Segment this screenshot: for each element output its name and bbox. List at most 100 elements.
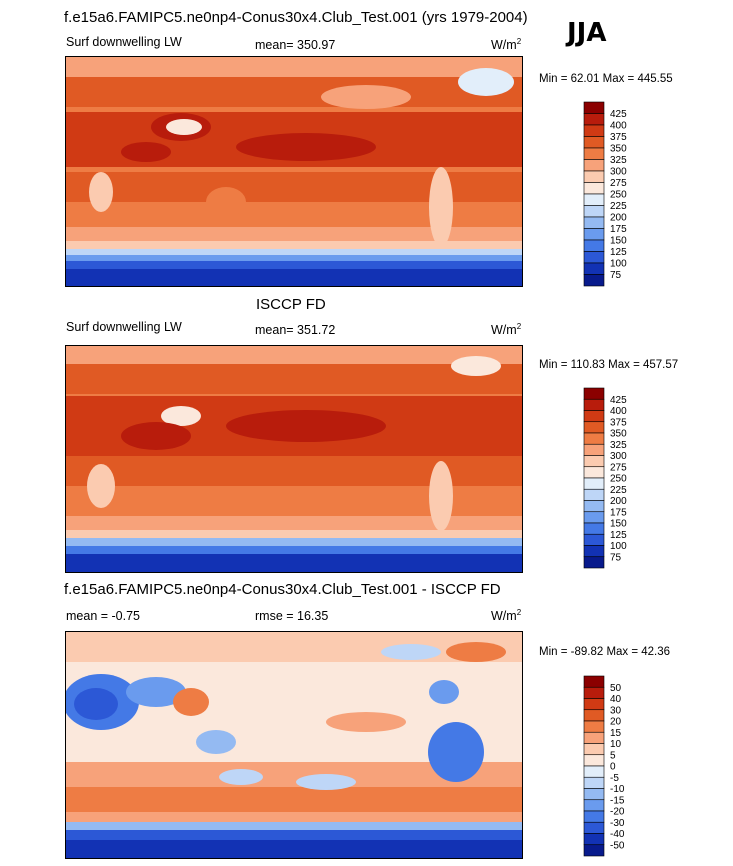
colorbar-swatch <box>583 488 605 501</box>
colorbar-swatch <box>583 410 605 423</box>
colorbar-swatch <box>583 533 605 546</box>
panel-2-colorbar: 425 400 375 350 325 300 275 250 225 200 175 150 125 1… <box>582 387 662 569</box>
colorbar-tick-label: 75 <box>610 270 622 281</box>
colorbar-swatch <box>583 228 605 241</box>
colorbar-swatch <box>583 239 605 252</box>
colorbar-swatch <box>583 101 605 114</box>
panel-1-minmax: Min = 62.01 Max = 445.55 <box>539 73 673 85</box>
panel-2-variable-label: Surf downwelling LW <box>66 320 182 334</box>
panel-3-field <box>66 632 522 858</box>
colorbar-swatch <box>583 511 605 524</box>
colorbar-swatch <box>583 698 605 711</box>
panel-1-title: f.e15a6.FAMIPC5.ne0np4-Conus30x4.Club_Te… <box>64 9 528 26</box>
colorbar-swatch <box>583 844 605 857</box>
colorbar-swatch <box>583 443 605 456</box>
colorbar-swatch <box>583 743 605 756</box>
colorbar-swatch <box>583 477 605 490</box>
colorbar-tick-label: 0 <box>610 762 616 773</box>
colorbar-tick-label: 40 <box>610 694 622 705</box>
colorbar-swatch <box>583 113 605 126</box>
colorbar-swatch <box>583 205 605 218</box>
colorbar-tick-label: -30 <box>610 818 625 829</box>
panel-2-colorbar-svg: 4254003753503253002752502252001751501251… <box>583 387 627 569</box>
colorbar-tick-label: 350 <box>610 429 627 440</box>
colorbar-tick-label: 225 <box>610 485 627 496</box>
colorbar-tick-label: 275 <box>610 462 627 473</box>
panel-3-rmse: rmse = 16.35 <box>255 609 329 623</box>
colorbar-tick-label: -15 <box>610 795 625 806</box>
colorbar-swatch <box>583 216 605 229</box>
panel-2-map <box>65 345 523 573</box>
colorbar-swatch <box>583 810 605 823</box>
panel-1-map <box>65 56 523 287</box>
colorbar-swatch <box>583 274 605 287</box>
colorbar-swatch <box>583 136 605 149</box>
colorbar-swatch <box>583 147 605 160</box>
colorbar-tick-label: -40 <box>610 829 625 840</box>
colorbar-tick-label: 125 <box>610 530 627 541</box>
colorbar-tick-label: -20 <box>610 807 625 818</box>
panel-3-mean: mean = -0.75 <box>66 609 141 623</box>
panel-1-colorbar: 425 400 375 350 325 300 275 250 225 200 175 150 125 1… <box>582 101 662 287</box>
colorbar-swatch <box>583 556 605 569</box>
colorbar-tick-label: 15 <box>610 728 622 739</box>
colorbar-swatch <box>583 193 605 206</box>
colorbar-tick-label: 175 <box>610 507 627 518</box>
colorbar-tick-label: 20 <box>610 717 622 728</box>
colorbar-tick-label: -50 <box>610 840 625 851</box>
colorbar-swatch <box>583 466 605 479</box>
colorbar-swatch <box>583 170 605 183</box>
panel-3-minmax: Min = -89.82 Max = 42.36 <box>539 646 671 658</box>
colorbar-tick-label: 10 <box>610 739 622 750</box>
colorbar-swatch <box>583 776 605 789</box>
panel-1-field <box>66 57 522 286</box>
colorbar-tick-label: 300 <box>610 167 627 178</box>
colorbar-tick-label: 250 <box>610 474 627 485</box>
colorbar-swatch <box>583 159 605 172</box>
colorbar-swatch <box>583 421 605 434</box>
colorbar-tick-label: 275 <box>610 178 627 189</box>
colorbar-tick-label: 425 <box>610 109 627 120</box>
colorbar-swatch <box>583 124 605 137</box>
colorbar-swatch <box>583 522 605 535</box>
colorbar-tick-label: 350 <box>610 144 627 155</box>
colorbar-swatch <box>583 799 605 812</box>
panel-1-units: W/m2 <box>491 37 522 53</box>
colorbar-tick-label: -10 <box>610 784 625 795</box>
colorbar-swatch <box>583 833 605 846</box>
colorbar-tick-label: 325 <box>610 440 627 451</box>
colorbar-tick-label: 200 <box>610 496 627 507</box>
colorbar-swatch <box>583 720 605 733</box>
colorbar-tick-label: 400 <box>610 121 627 132</box>
colorbar-tick-label: 30 <box>610 705 622 716</box>
colorbar-swatch <box>583 387 605 400</box>
colorbar-swatch <box>583 709 605 722</box>
colorbar-tick-label: 175 <box>610 224 627 235</box>
colorbar-tick-label: 150 <box>610 236 627 247</box>
colorbar-swatch <box>583 765 605 778</box>
panel-2-mean: mean= 351.72 <box>255 323 336 337</box>
panel-3-map <box>65 631 523 859</box>
panel-1-variable-label: Surf downwelling LW <box>66 35 182 49</box>
colorbar-swatch <box>583 455 605 468</box>
panel-3-colorbar: 50 40 30 20 15 10 5 0 -5 -10 -15 -20 -30 -40 -50 <box>582 675 662 857</box>
colorbar-tick-label: 100 <box>610 541 627 552</box>
colorbar-swatch <box>583 788 605 801</box>
colorbar-swatch <box>583 545 605 558</box>
season-label: JJA <box>567 18 607 48</box>
colorbar-tick-label: 425 <box>610 395 627 406</box>
colorbar-swatch <box>583 500 605 513</box>
colorbar-tick-label: 5 <box>610 750 616 761</box>
panel-3-title: f.e15a6.FAMIPC5.ne0np4-Conus30x4.Club_Te… <box>64 581 501 598</box>
panel-1-mean: mean= 350.97 <box>255 38 336 52</box>
colorbar-swatch <box>583 731 605 744</box>
panel-3-units: W/m2 <box>491 608 522 624</box>
colorbar-tick-label: 150 <box>610 519 627 530</box>
colorbar-tick-label: 50 <box>610 683 622 694</box>
colorbar-tick-label: 300 <box>610 451 627 462</box>
colorbar-tick-label: 100 <box>610 259 627 270</box>
panel-2-title: ISCCP FD <box>256 296 326 313</box>
colorbar-tick-label: 125 <box>610 247 627 258</box>
colorbar-swatch <box>583 821 605 834</box>
